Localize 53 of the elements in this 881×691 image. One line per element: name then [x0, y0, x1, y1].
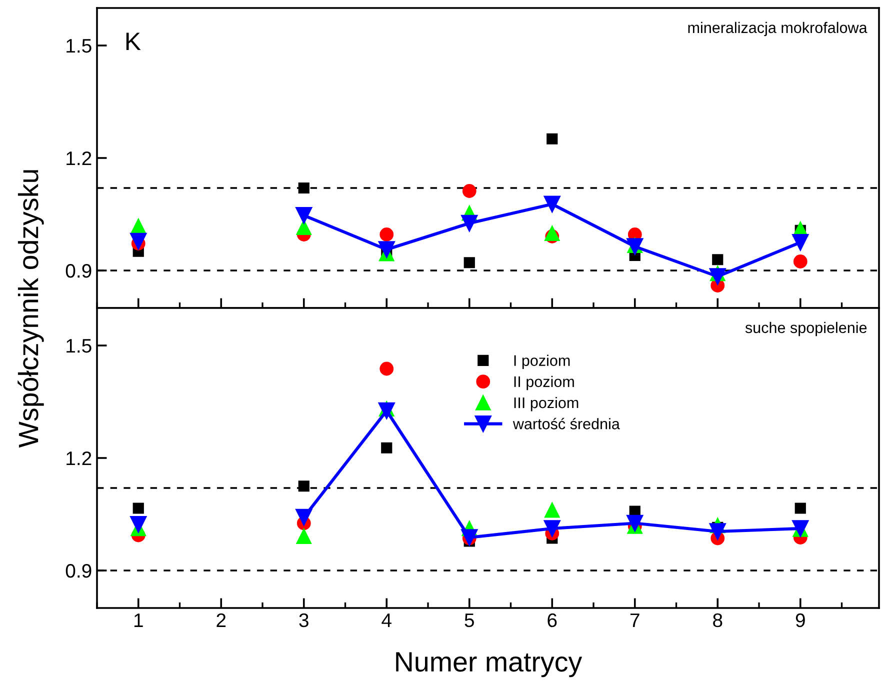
point [626, 514, 644, 532]
legend-label: III poziom [514, 396, 578, 412]
point [130, 232, 147, 250]
annotation: mineralizacja mokrofalowa [688, 22, 868, 36]
legend-label: wartość średnia [512, 418, 620, 430]
point [298, 480, 310, 492]
point [298, 182, 310, 194]
point [380, 228, 394, 242]
legend-label: I poziom [514, 354, 570, 369]
x-tick-label: 6 [548, 613, 557, 628]
x-axis-title: Numer matrycy [396, 652, 582, 678]
annotation: K [126, 32, 141, 50]
y-tick-label: 0.9 [66, 264, 92, 278]
point [296, 220, 312, 236]
y-tick-label: 1.5 [66, 39, 92, 53]
point [130, 218, 146, 234]
y-tick-label: 1.2 [66, 451, 92, 466]
point [792, 234, 809, 251]
point [712, 254, 724, 266]
y-tick-label: 0.9 [66, 564, 92, 578]
x-tick-label: 1 [134, 614, 143, 627]
y-tick-label: 1.5 [66, 339, 92, 353]
point [462, 184, 476, 198]
x-tick-label: 4 [382, 614, 392, 627]
point [544, 196, 560, 212]
y-axis-title: Współczynnik odzysku [18, 170, 44, 448]
x-tick-label: 5 [464, 614, 474, 628]
point [296, 528, 312, 544]
point [380, 362, 394, 376]
point [709, 268, 726, 285]
point [544, 226, 560, 242]
point [381, 442, 392, 454]
point [544, 502, 560, 518]
x-tick-label: 7 [630, 614, 640, 627]
point [461, 214, 478, 232]
point [132, 502, 144, 514]
legend-label: II poziom [514, 376, 574, 390]
point [793, 254, 808, 268]
point [130, 516, 147, 533]
y-tick-label: 1.2 [66, 151, 92, 166]
x-tick-label: 2 [216, 613, 226, 627]
point [378, 241, 395, 258]
x-tick-label: 3 [299, 613, 308, 628]
x-tick-label: 8 [713, 613, 722, 628]
point [544, 520, 560, 537]
point [709, 523, 726, 540]
x-tick-label: 9 [796, 613, 805, 628]
point [464, 257, 475, 268]
point [296, 508, 312, 526]
point [546, 133, 558, 144]
point [296, 207, 312, 224]
annotation: suche spopielenie [745, 322, 867, 336]
point [794, 502, 806, 514]
